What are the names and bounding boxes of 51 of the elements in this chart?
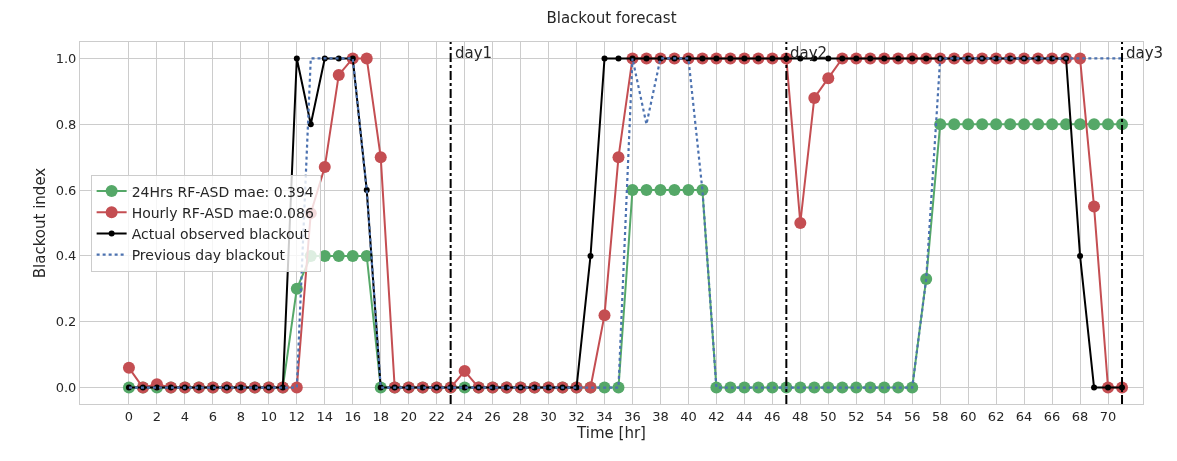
ref-line-label: day3 (1126, 44, 1164, 62)
x-tick-label: 66 (1043, 408, 1061, 424)
x-tick-label: 18 (372, 408, 389, 424)
x-tick-label: 56 (903, 408, 921, 424)
x-tick-label: 0 (124, 408, 134, 424)
x-tick-label: 58 (931, 408, 949, 424)
x-tick-label: 30 (540, 408, 557, 424)
x-tick-label: 62 (987, 408, 1005, 424)
y-axis-title: Blackout index (30, 167, 49, 279)
x-tick-label: 54 (875, 408, 893, 424)
x-tick-label: 2 (152, 408, 162, 424)
x-tick-label: 32 (568, 408, 585, 424)
x-tick-label: 48 (792, 408, 809, 424)
x-tick-label: 24 (456, 408, 473, 424)
x-tick-label: 16 (344, 408, 362, 424)
y-tick-label: 0.6 (55, 182, 77, 198)
x-tick-label: 20 (400, 408, 417, 424)
x-tick-label: 4 (180, 408, 190, 424)
x-tick-label: 8 (236, 408, 245, 424)
x-tick-label: 70 (1099, 408, 1117, 424)
legend-label: 24Hrs RF-ASD mae: 0.394 (131, 183, 314, 200)
x-tick-label: 50 (820, 408, 837, 424)
x-tick-label: 42 (708, 408, 725, 424)
x-tick-label: 68 (1071, 408, 1089, 424)
y-tick-label: 0.0 (55, 380, 77, 396)
x-tick-label: 40 (680, 408, 697, 424)
legend-label: Previous day blackout (131, 247, 286, 264)
x-tick-label: 34 (596, 408, 613, 424)
x-tick-label: 60 (959, 408, 977, 424)
x-tick-label: 28 (512, 408, 529, 424)
x-tick-label: 36 (624, 408, 641, 424)
y-tick-label: 0.4 (55, 248, 77, 264)
x-tick-label: 38 (652, 408, 669, 424)
y-tick-label: 0.2 (55, 314, 77, 330)
x-tick-label: 64 (1015, 408, 1033, 424)
x-tick-label: 26 (484, 408, 501, 424)
x-axis-title: Time [hr] (576, 423, 646, 442)
chart-title: Blackout forecast (546, 8, 677, 27)
legend-label: Hourly RF-ASD mae:0.086 (131, 204, 314, 221)
legend-label: Actual observed blackout (131, 225, 310, 242)
x-tick-label: 10 (260, 408, 278, 424)
x-tick-label: 6 (208, 408, 218, 424)
x-tick-label: 46 (764, 408, 781, 424)
x-tick-label: 52 (848, 408, 865, 424)
x-tick-label: 22 (428, 408, 445, 424)
y-tick-label: 0.8 (55, 116, 77, 132)
y-tick-label: 1.0 (55, 51, 77, 66)
x-tick-label: 12 (288, 408, 306, 424)
x-tick-label: 44 (736, 408, 753, 424)
x-tick-label: 14 (316, 408, 334, 424)
ref-line-label: day1 (455, 44, 493, 62)
